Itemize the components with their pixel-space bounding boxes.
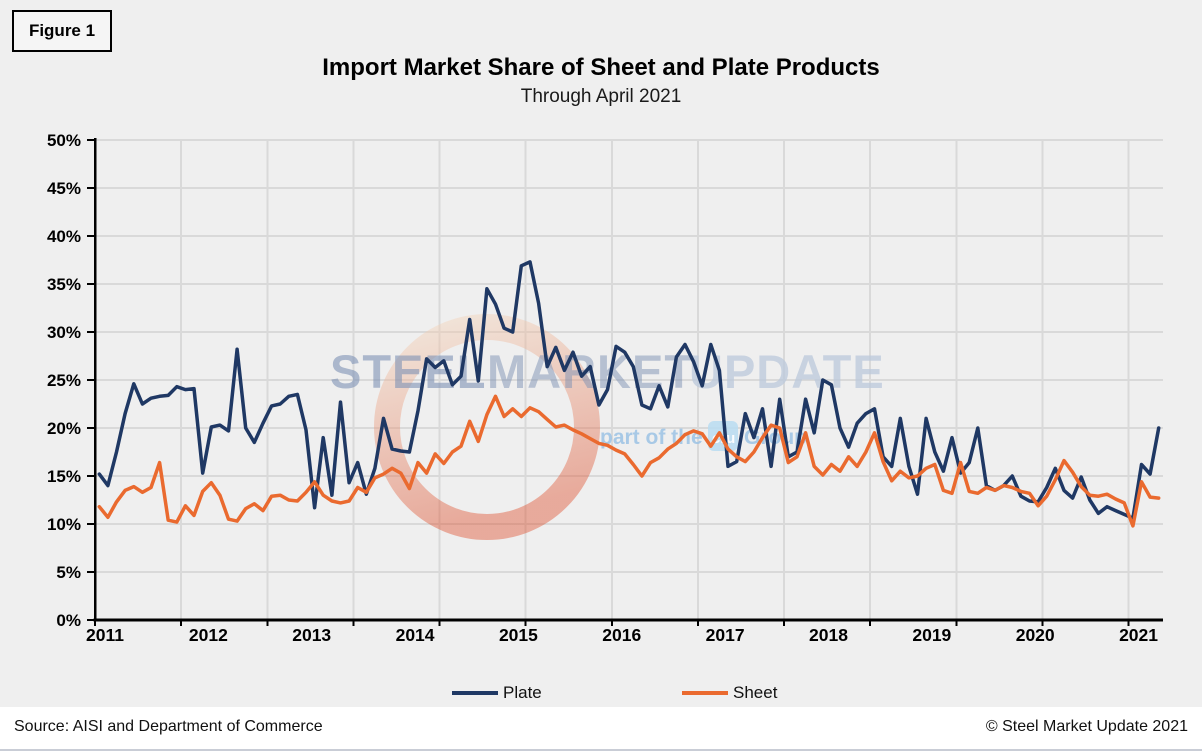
x-tick-label: 2012 [189,625,228,645]
x-tick-label: 2015 [499,625,538,645]
x-tick-label: 2018 [809,625,848,645]
sheet-legend-swatch [682,691,728,695]
sheet-line [97,394,1161,528]
sheet-legend-label: Sheet [733,683,778,702]
y-tick-label: 20% [47,419,81,438]
watermark-tagline-pre: part of the [600,426,703,449]
watermark-word-steel: STEEL [330,345,486,398]
y-tick-label: 35% [47,275,81,294]
copyright-text: © Steel Market Update 2021 [985,718,1188,735]
x-tick-label: 2021 [1119,625,1158,645]
x-tick-label: 2014 [396,625,435,645]
tick-labels: 0% 5% 10% 15% 20% 25% 30% 35% 40% 45% 50% 2011 2012 2… [47,131,1158,645]
axes [87,138,1163,626]
plate-line [97,260,1161,520]
figure-label: Figure 1 [12,10,112,52]
chart-legend: Plate Sheet [0,680,1202,706]
chart-subtitle: Through April 2021 [520,86,682,107]
y-tick-label: 15% [47,467,81,486]
legend-item-plate: Plate [452,680,542,706]
chart-title: Import Market Share of Sheet and Plate P… [322,54,880,81]
x-tick-label: 2011 [86,625,124,645]
plate-legend-swatch [452,691,498,695]
x-tick-label: 2017 [706,625,745,645]
y-tick-label: 10% [47,515,81,534]
footer-bar: Source: AISI and Department of Commerce … [0,707,1202,751]
y-tick-label: 30% [47,323,81,342]
plate-legend-label: Plate [503,683,542,702]
x-tick-label: 2020 [1016,625,1055,645]
y-tick-label: 25% [47,371,81,390]
y-tick-label: 45% [47,179,81,198]
x-tick-label: 2013 [292,625,331,645]
y-tick-label: 0% [56,611,81,630]
x-tick-label: 2016 [602,625,641,645]
legend-item-sheet: Sheet [682,680,777,706]
y-tick-label: 40% [47,227,81,246]
figure-label-text: Figure 1 [28,21,96,40]
y-tick-label: 5% [56,563,81,582]
source-text: Source: AISI and Department of Commerce [14,718,323,735]
y-tick-label: 50% [47,131,81,150]
x-tick-label: 2019 [912,625,951,645]
